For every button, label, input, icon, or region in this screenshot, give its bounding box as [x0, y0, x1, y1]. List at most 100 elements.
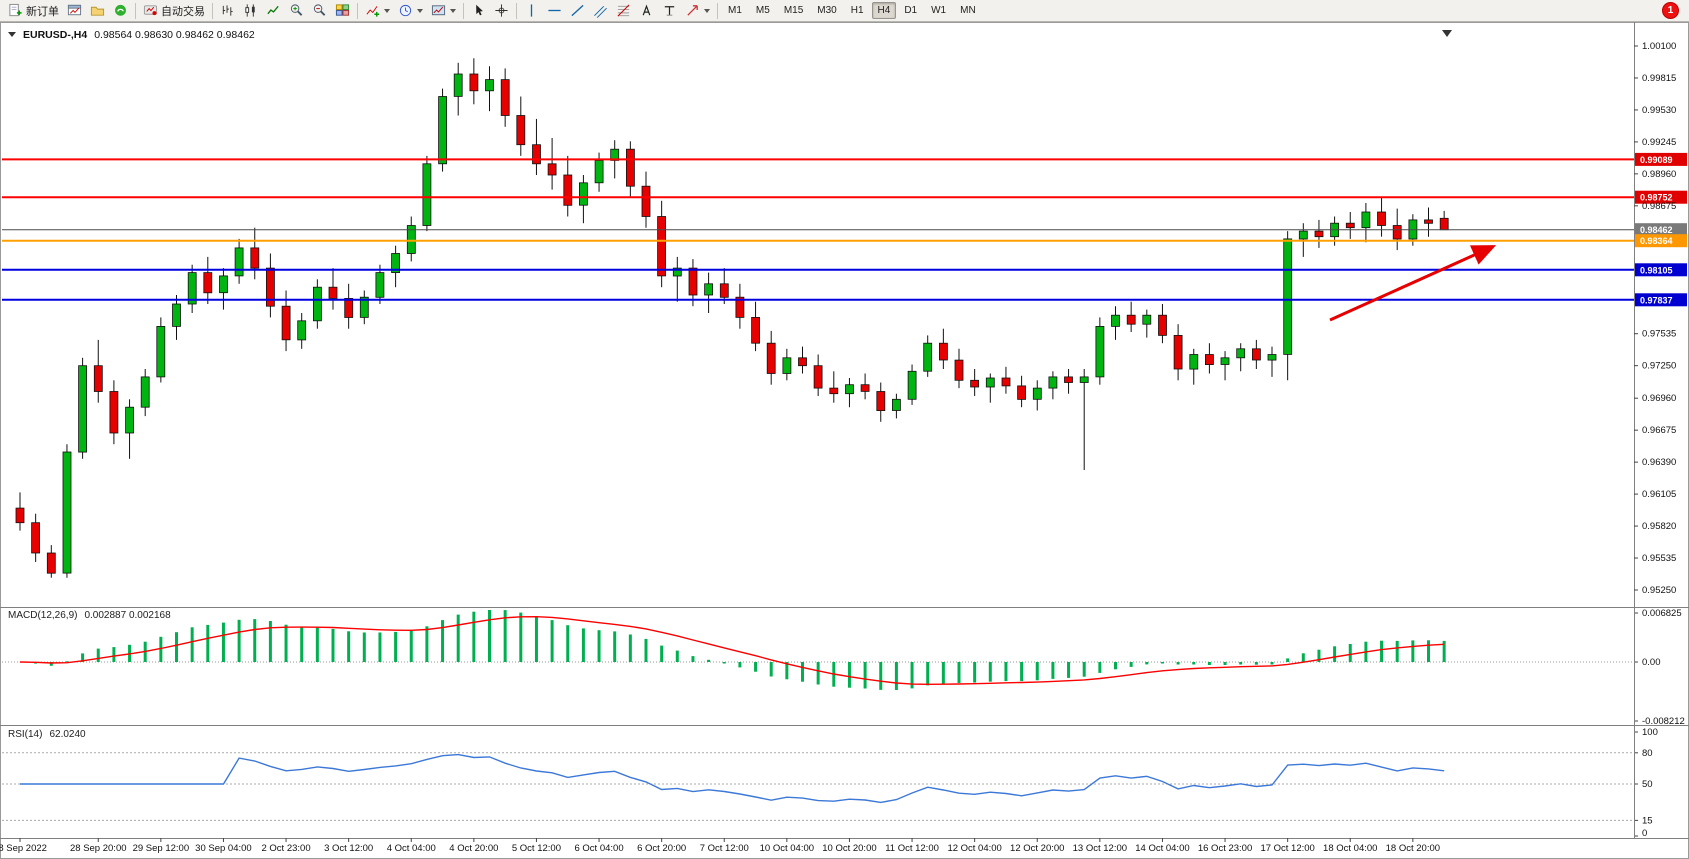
- arrow-tool-icon: [685, 3, 700, 18]
- autotrading-button[interactable]: 自动交易: [139, 0, 209, 22]
- candle-body: [672, 267, 682, 277]
- macd-label-row: MACD(12,26,9) 0.002887 0.002168: [8, 610, 171, 621]
- price-axis-labels[interactable]: 1.00100 0.99815 0.99530 0.99245 0.98960 0.986…: [1634, 41, 1676, 596]
- time-tick-label: 7 Oct 12:00: [700, 843, 749, 854]
- zoom-in-button[interactable]: [285, 0, 308, 22]
- candle-body: [907, 370, 917, 400]
- templates-button[interactable]: [427, 0, 460, 22]
- candle-body: [344, 297, 354, 318]
- time-tick-label: 4 Oct 20:00: [449, 843, 498, 854]
- tile-windows-button[interactable]: [331, 0, 354, 22]
- price-tag-label: 0.99089: [1640, 155, 1673, 165]
- periods-button[interactable]: [394, 0, 427, 22]
- notification-badge[interactable]: 1: [1662, 2, 1679, 19]
- timeframe-button-m30[interactable]: M30: [817, 5, 837, 16]
- new-order-button[interactable]: 新订单: [4, 0, 63, 22]
- line-chart-button[interactable]: [262, 0, 285, 22]
- timeframe-button-h1[interactable]: H1: [850, 5, 864, 16]
- candle-body: [281, 305, 291, 341]
- candle-body: [1220, 357, 1230, 365]
- candle-body: [500, 79, 510, 116]
- timeframe-button-m15[interactable]: M15: [783, 5, 804, 16]
- candle-body: [172, 303, 181, 327]
- toolbar-separator: [717, 2, 718, 19]
- timeframe-group: M1 M5 M15 M30 H1 H4 D1 W1 MN: [721, 2, 983, 19]
- time-tick-label: 10 Oct 04:00: [760, 843, 814, 854]
- time-tick-label: 11 Oct 12:00: [885, 843, 939, 854]
- candle-body: [516, 115, 526, 146]
- candle-body: [1001, 377, 1011, 387]
- trendline-button[interactable]: [566, 0, 589, 22]
- autotrading-icon: [143, 3, 158, 18]
- candle-body: [798, 357, 807, 367]
- candle-body: [1111, 314, 1120, 327]
- time-tick-label: 12 Oct 04:00: [947, 843, 1001, 854]
- candle-body: [375, 272, 385, 298]
- community-button[interactable]: [109, 0, 132, 22]
- candle-body: [297, 320, 307, 341]
- quick-trade-toggle-icon[interactable]: [8, 32, 16, 41]
- candle-body: [892, 398, 901, 411]
- chevron-down-icon: [417, 9, 423, 16]
- price-tag: [1635, 263, 1687, 277]
- chart-symbol-period: EURUSD-,H4: [23, 28, 88, 41]
- candle-body: [453, 73, 463, 97]
- price-tick-label: 0.98960: [1642, 169, 1676, 180]
- candle-body: [594, 159, 604, 184]
- rsi-axis-label: 15: [1642, 815, 1653, 826]
- label-tool-button[interactable]: [658, 0, 681, 22]
- autotrading-label: 自动交易: [161, 5, 205, 18]
- rsi-axis-label: 50: [1642, 779, 1653, 790]
- candle-body: [970, 379, 979, 388]
- tile-windows-icon: [335, 3, 350, 18]
- profiles-button[interactable]: [86, 0, 109, 22]
- timeframe-button-w1[interactable]: W1: [931, 5, 947, 16]
- chevron-down-icon: [450, 9, 456, 16]
- crosshair-button[interactable]: [490, 0, 513, 22]
- time-axis-labels[interactable]: 28 Sep 2022 28 Sep 20:00 29 Sep 12:00 30 Se…: [0, 838, 1440, 854]
- timeframe-button-m1[interactable]: M1: [728, 5, 742, 16]
- time-tick-label: 18 Oct 20:00: [1386, 843, 1440, 854]
- channel-icon: [593, 3, 608, 18]
- candle-body: [719, 283, 729, 298]
- candle-body: [813, 365, 823, 389]
- candlestick-button[interactable]: [239, 0, 262, 22]
- candle-body: [547, 163, 557, 176]
- text-tool-button[interactable]: [635, 0, 658, 22]
- timeframe-button-d1[interactable]: D1: [904, 5, 918, 16]
- channel-button[interactable]: [589, 0, 612, 22]
- indicators-button[interactable]: [361, 0, 394, 22]
- chart-shift-marker[interactable]: [1442, 30, 1452, 37]
- arrows-tool-button[interactable]: [681, 0, 714, 22]
- time-tick-label: 10 Oct 20:00: [822, 843, 876, 854]
- bar-chart-button[interactable]: [216, 0, 239, 22]
- trend-arrow-annotation[interactable]: [1329, 245, 1497, 322]
- candle-body: [845, 384, 854, 395]
- fibonacci-button[interactable]: [612, 0, 635, 22]
- candle-body: [391, 253, 401, 274]
- candle-body: [1189, 354, 1199, 370]
- candle-body: [1236, 348, 1246, 359]
- macd-signal-line: [19, 615, 1445, 686]
- cursor-button[interactable]: [467, 0, 490, 22]
- horizontal-line-button[interactable]: [543, 0, 566, 22]
- fibonacci-icon: [616, 3, 631, 18]
- new-chart-button[interactable]: [63, 0, 86, 22]
- time-tick-label: 16 Oct 23:00: [1198, 843, 1252, 854]
- zoom-out-button[interactable]: [308, 0, 331, 22]
- candle-body: [312, 286, 322, 322]
- timeframe-button-mn[interactable]: MN: [960, 5, 976, 16]
- label-tool-icon: [662, 3, 677, 18]
- candlestick-icon: [243, 3, 258, 18]
- candle-body: [219, 275, 228, 294]
- price-tag-label: 0.97837: [1640, 295, 1673, 305]
- timeframe-button-m5[interactable]: M5: [755, 5, 770, 16]
- timeframe-button-h4[interactable]: H4: [871, 2, 897, 19]
- vertical-line-button[interactable]: [520, 0, 543, 22]
- line-chart-icon: [266, 3, 281, 18]
- candle-body: [1032, 387, 1042, 400]
- candle-body: [31, 522, 41, 554]
